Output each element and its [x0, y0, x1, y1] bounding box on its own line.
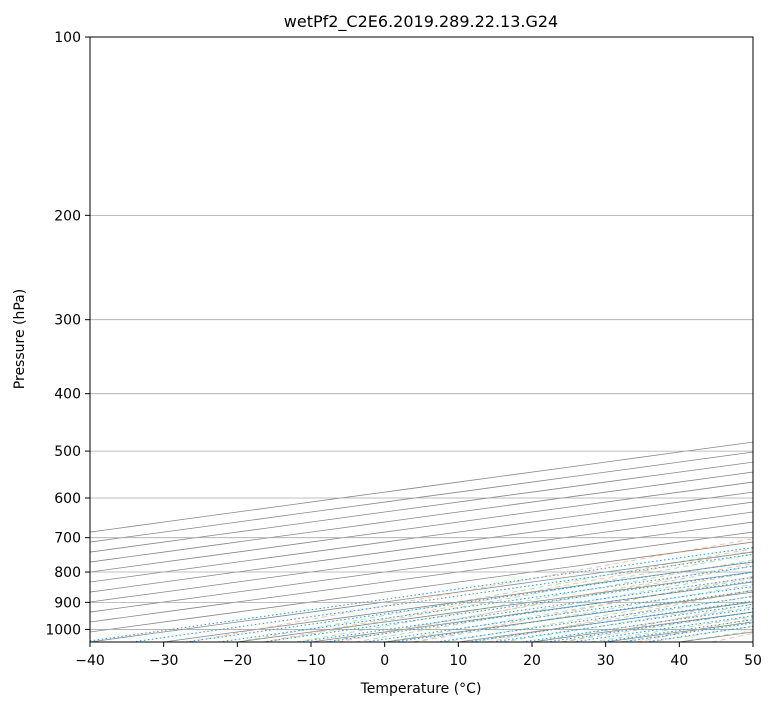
isotherm-line: [90, 521, 753, 613]
isotherm-line: [90, 531, 753, 623]
isotherm-line: [90, 551, 753, 642]
y-tick-label: 200: [54, 208, 81, 224]
mixing-ratio-line: [467, 600, 753, 642]
dry-adiabat-line: [188, 538, 753, 642]
isotherm-line: [90, 461, 753, 553]
moist-adiabat-line: [473, 595, 753, 642]
mixing-ratio-line: [90, 547, 753, 642]
plot-area: 0.10.20.40.611.52346810131620253036−100−…: [90, 37, 753, 642]
moist-adiabat-line: [649, 625, 753, 642]
moist-adiabat-line: [384, 577, 753, 642]
moist-adiabat-line: [325, 565, 753, 642]
x-tick-label: 40: [670, 653, 688, 669]
mixing-ratio-line: [436, 596, 753, 642]
y-tick-label: 700: [54, 531, 81, 547]
isotherm-line: [90, 491, 753, 583]
chart-title: wetPf2_C2E6.2019.289.22.13.G24: [284, 12, 558, 32]
isotherm-line: [90, 511, 753, 603]
x-tick-label: 10: [449, 653, 467, 669]
x-axis-label: Temperature (°C): [360, 681, 482, 697]
isotherm-line: [90, 481, 753, 573]
isotherm-line: [90, 501, 753, 593]
isotherm-line: [90, 541, 753, 633]
dry-adiabat-line: [338, 562, 753, 642]
isotherm-line: [90, 441, 753, 533]
moist-adiabat-line: [296, 559, 753, 642]
y-tick-label: 1000: [45, 622, 81, 638]
isotherm-line: [531, 611, 753, 642]
isotherm-line: [90, 471, 753, 563]
isotherm-line: [310, 581, 753, 642]
isotherm-line: [752, 641, 753, 642]
mixing-ratio-line: [394, 590, 753, 642]
y-tick-label: 600: [54, 491, 81, 507]
y-tick-label: 900: [54, 595, 81, 611]
isotherm-line: [90, 451, 753, 543]
dry-adiabat-line: [562, 603, 753, 642]
x-tick-label: 30: [597, 653, 615, 669]
dry-adiabat-line: [487, 589, 753, 642]
moist-adiabat-line: [414, 583, 753, 642]
moist-adiabat-line: [266, 553, 753, 642]
x-tick-label: −30: [149, 653, 179, 669]
x-tick-label: −10: [296, 653, 326, 669]
y-tick-label: 100: [54, 30, 81, 46]
x-tick-label: 0: [380, 653, 389, 669]
x-tick-label: −40: [75, 653, 105, 669]
dry-adiabat-line: [263, 550, 753, 642]
y-tick-label: 500: [54, 444, 81, 460]
x-tick-label: −20: [223, 653, 253, 669]
plot-frame: [89, 36, 754, 643]
moist-adiabat-line: [355, 571, 753, 642]
mixing-ratio-line: [218, 565, 753, 642]
axis-ticks: −40 −30 −20 −10 0 10 20 30 40 50 100 200 300 400 500 60…: [45, 30, 762, 669]
x-tick-label: 50: [744, 653, 762, 669]
y-tick-label: 800: [54, 565, 81, 581]
isotherm-line: [679, 631, 753, 642]
isotherm-line: [384, 591, 753, 642]
mixing-ratio-line: [131, 553, 753, 642]
y-axis-label: Pressure (hPa): [12, 289, 28, 389]
dry-adiabat-line: [711, 632, 753, 642]
dry-adiabat-line: [636, 617, 753, 642]
moist-adiabat-line: [443, 589, 753, 642]
isotherm-line: [605, 621, 753, 642]
y-tick-label: 400: [54, 387, 81, 403]
x-tick-label: 20: [523, 653, 541, 669]
y-tick-label: 300: [54, 313, 81, 329]
